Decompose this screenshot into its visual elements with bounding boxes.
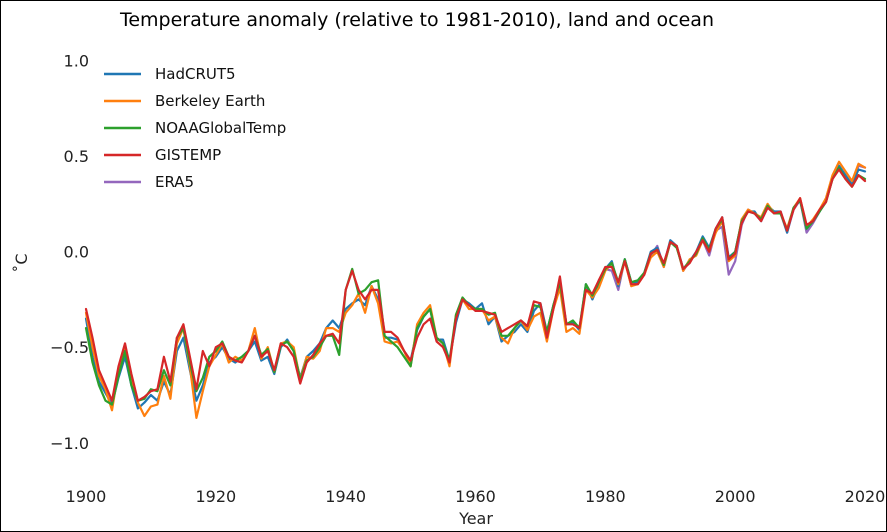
y-tick-label: 0.0: [64, 243, 89, 262]
legend: HadCRUT5 Berkeley Earth NOAAGlobalTemp GIST…: [104, 65, 286, 191]
series-line-hadcrut5: [84, 164, 867, 410]
y-tick-label: 1.0: [64, 52, 89, 71]
x-tick-label: 1920: [195, 487, 236, 506]
x-axis-label: Year: [458, 509, 493, 528]
x-tick-label: 2000: [715, 487, 756, 506]
legend-label: HadCRUT5: [155, 65, 236, 83]
legend-label: Berkeley Earth: [155, 92, 265, 110]
series-line-era5: [597, 164, 867, 291]
series-line-noaaglobaltemp: [84, 166, 867, 406]
y-tick-label: −1.0: [50, 434, 89, 453]
x-tick-label: 1960: [455, 487, 496, 506]
chart-title: Temperature anomaly (relative to 1981-20…: [119, 9, 714, 31]
y-tick-label: 0.5: [64, 147, 89, 166]
legend-label: GISTEMP: [155, 146, 221, 164]
x-axis-ticks: 1900 1920 1940 1960 1980 2000 2020: [66, 487, 886, 506]
x-tick-label: 2020: [845, 487, 886, 506]
x-tick-label: 1900: [66, 487, 107, 506]
y-axis-label: ˚C: [12, 253, 31, 272]
series-line-gistemp: [84, 168, 867, 402]
series-layer: [84, 160, 867, 419]
legend-label: NOAAGlobalTemp: [155, 119, 286, 137]
legend-label: ERA5: [155, 173, 194, 191]
x-tick-label: 1980: [585, 487, 626, 506]
y-axis-ticks: 1.0 0.5 0.0 −0.5 −1.0: [50, 52, 89, 453]
y-tick-label: −0.5: [50, 338, 89, 357]
x-tick-label: 1940: [325, 487, 366, 506]
